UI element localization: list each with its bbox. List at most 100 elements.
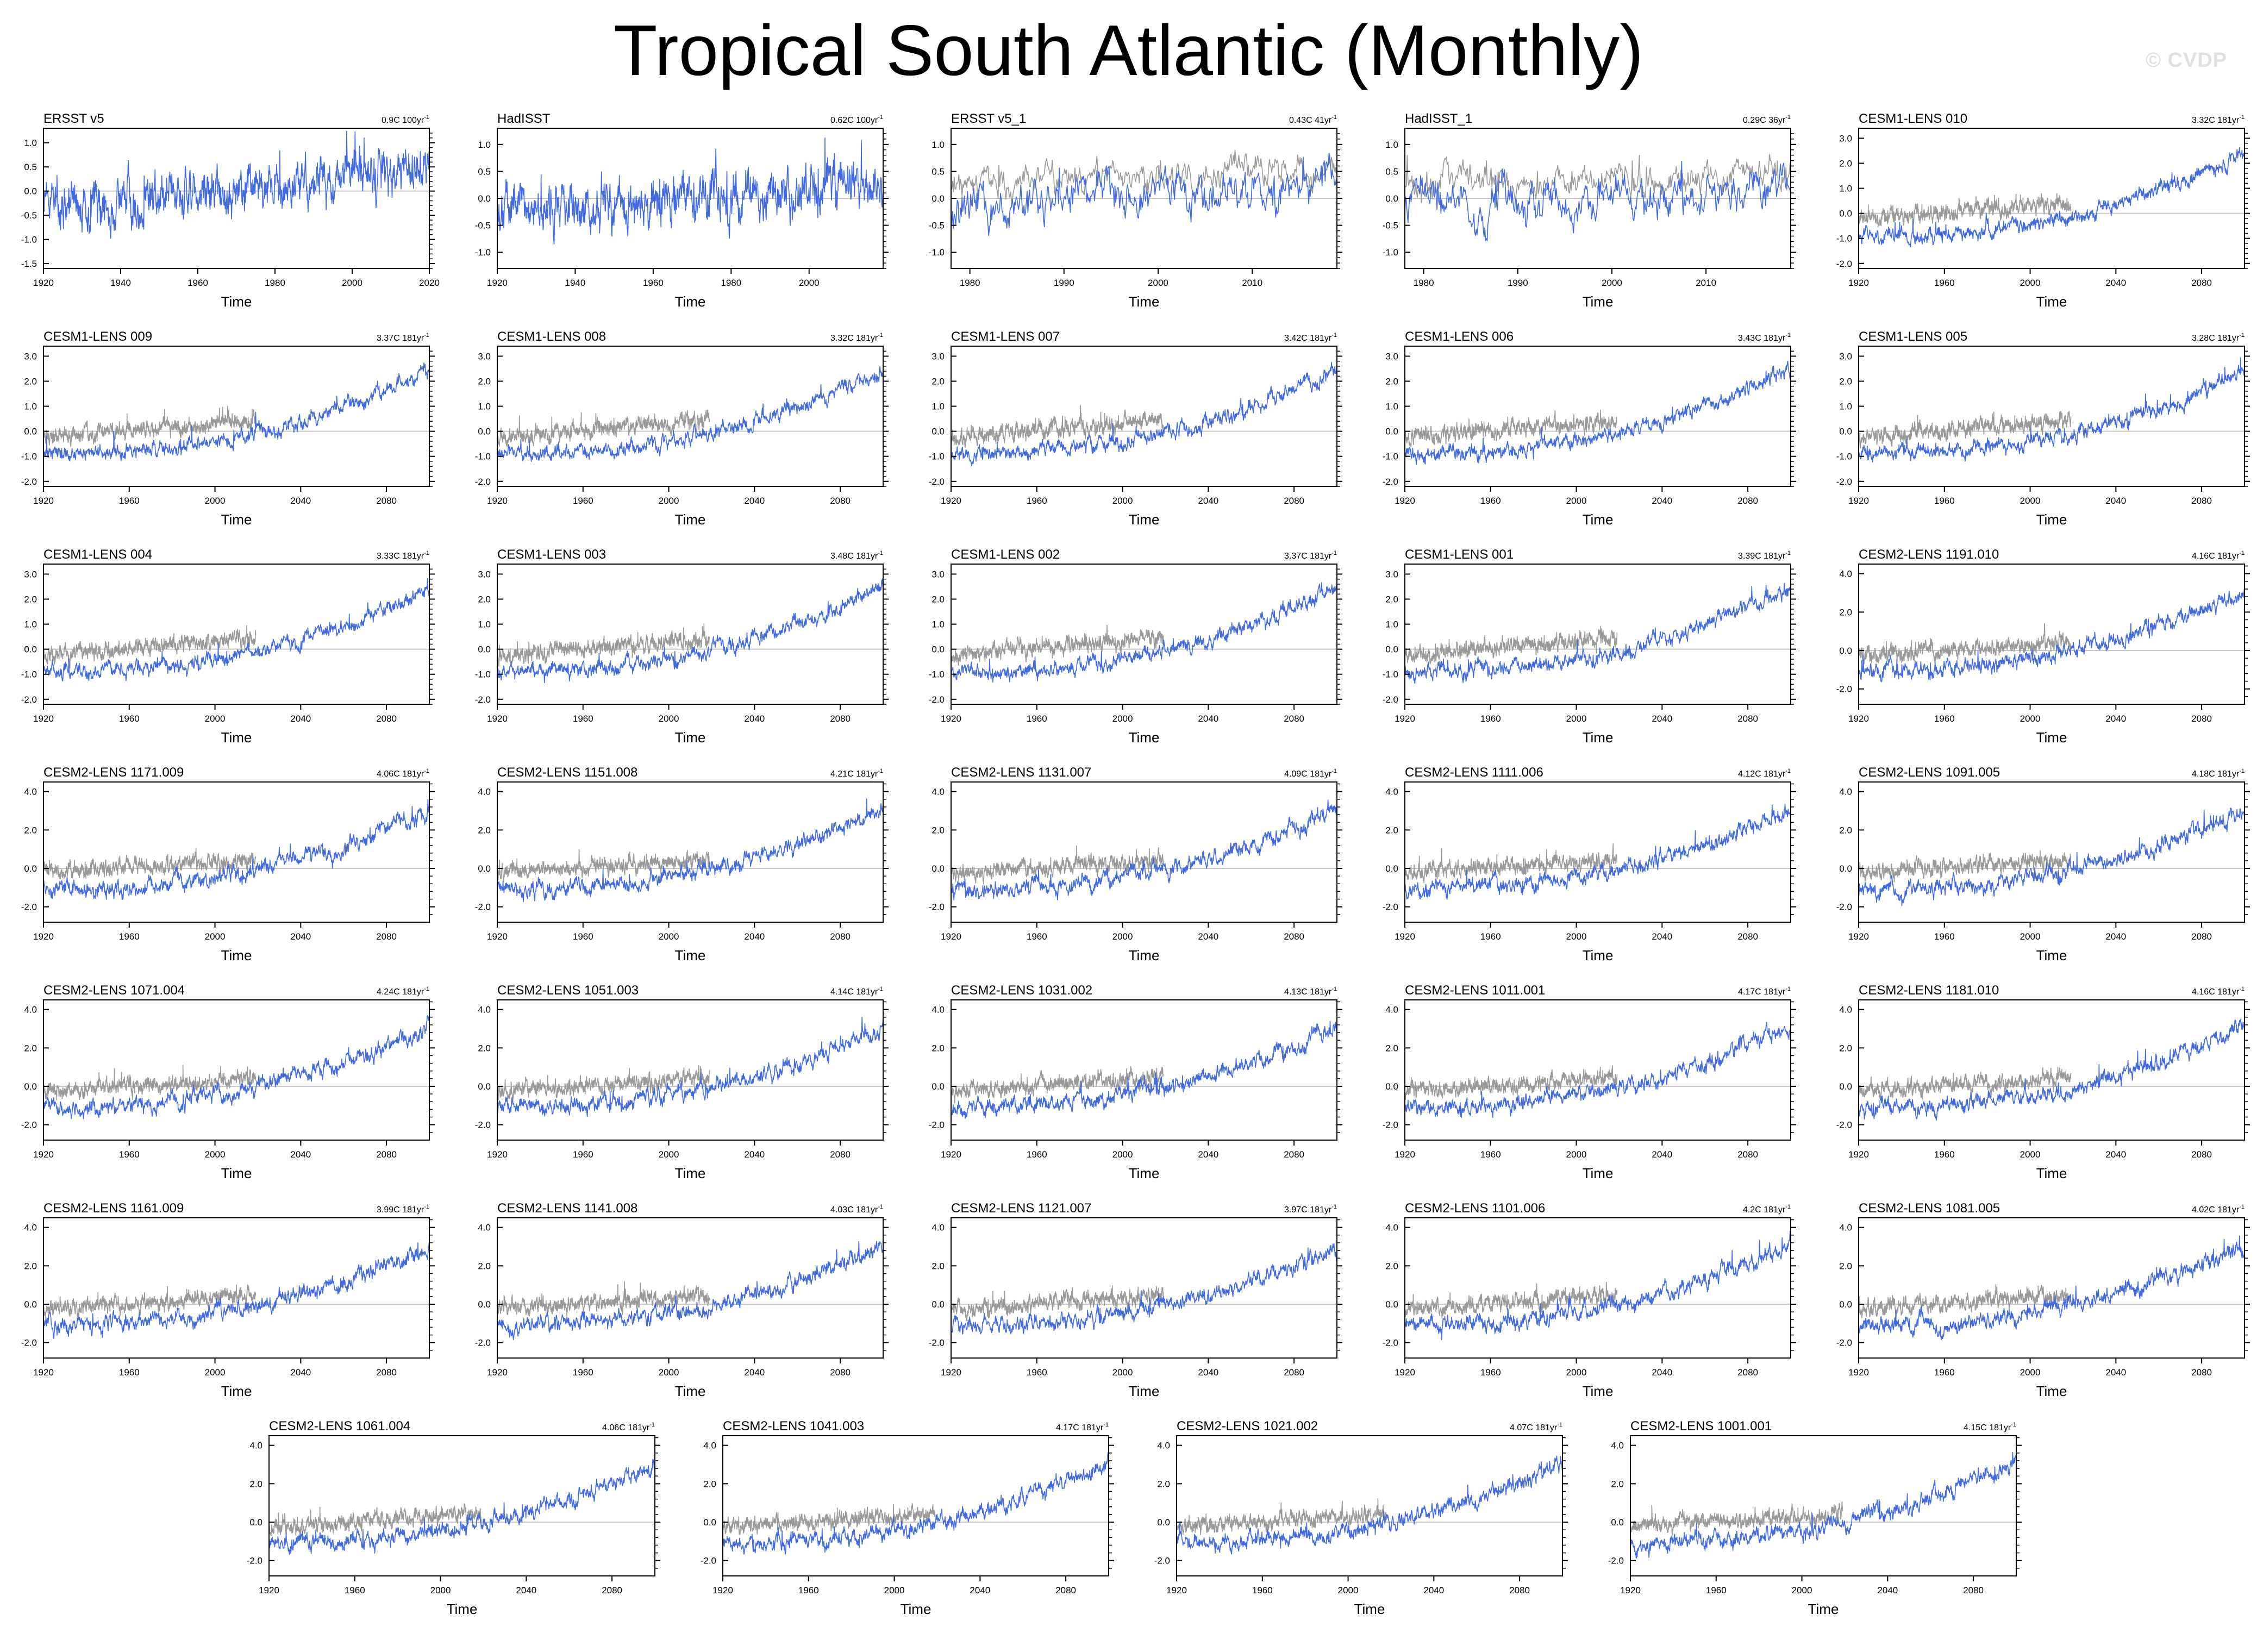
plot-frame bbox=[951, 564, 1337, 705]
y-tick-label: -2.0 bbox=[1383, 1338, 1398, 1348]
y-tick-label: 2.0 bbox=[931, 825, 945, 835]
y-tick-label: 4.0 bbox=[249, 1441, 262, 1451]
model-series-line bbox=[1404, 360, 1791, 466]
x-tick-label: 1960 bbox=[1027, 1367, 1047, 1378]
trend-label: 4.07C 181yr-1 bbox=[1510, 1422, 1562, 1432]
y-tick-label: 0.0 bbox=[931, 1081, 945, 1092]
obs-series-line bbox=[1858, 850, 2072, 883]
y-tick-label: -2.0 bbox=[475, 902, 491, 912]
x-axis-label: Time bbox=[2036, 1165, 2067, 1181]
x-tick-label: 1920 bbox=[1848, 1367, 1869, 1378]
panel-title: CESM2-LENS 1001.001 bbox=[1630, 1419, 1772, 1434]
chart-panel: CESM2-LENS 1191.010 4.16C 181yr-1 -2.0 0.0 2… bbox=[1836, 547, 2250, 746]
y-tick-label: 2.0 bbox=[1385, 595, 1398, 605]
y-tick-label: -1.0 bbox=[475, 247, 491, 258]
model-series-line bbox=[43, 1015, 430, 1119]
plot-frame bbox=[43, 346, 430, 487]
y-tick-label: -1.0 bbox=[21, 235, 37, 245]
y-tick-label: -2.0 bbox=[21, 1338, 37, 1348]
x-tick-label: 2080 bbox=[830, 1367, 851, 1378]
y-tick-label: 2.0 bbox=[1839, 159, 1852, 169]
y-tick-label: -0.5 bbox=[21, 210, 37, 221]
chart-panel: CESM2-LENS 1161.009 3.99C 181yr-1 -2.0 0.0 2… bbox=[21, 1201, 435, 1399]
x-tick-label: 1960 bbox=[1934, 1367, 1955, 1378]
x-tick-label: 2040 bbox=[744, 931, 765, 942]
x-tick-label: 2040 bbox=[1423, 1585, 1444, 1595]
obs-series-line bbox=[1404, 625, 1618, 665]
y-tick-label: 0.0 bbox=[931, 193, 945, 204]
chart-panel: CESM2-LENS 1051.003 4.14C 181yr-1 -2.0 0.0 2… bbox=[475, 983, 889, 1181]
x-tick-label: 2000 bbox=[2020, 496, 2041, 506]
x-tick-label: 2000 bbox=[2020, 1367, 2041, 1378]
panel-title: CESM2-LENS 1071.004 bbox=[43, 983, 185, 998]
x-tick-label: 2080 bbox=[1737, 496, 1758, 506]
x-tick-label: 1960 bbox=[1480, 1149, 1501, 1160]
y-tick-label: -2.0 bbox=[21, 477, 37, 487]
y-tick-label: -2.0 bbox=[1836, 477, 1852, 487]
x-tick-label: 2040 bbox=[2105, 1149, 2126, 1160]
y-tick-label: 0.0 bbox=[931, 863, 945, 874]
y-tick-label: 2.0 bbox=[478, 1043, 491, 1053]
x-axis-label: Time bbox=[1129, 1383, 1160, 1399]
obs-series-line bbox=[951, 405, 1164, 448]
x-tick-label: 2040 bbox=[1198, 1149, 1218, 1160]
y-tick-label: 0.5 bbox=[478, 166, 491, 177]
panel-title: CESM1-LENS 008 bbox=[497, 329, 606, 344]
x-tick-label: 2040 bbox=[970, 1585, 990, 1595]
y-tick-label: 2.0 bbox=[24, 825, 37, 835]
x-tick-label: 1990 bbox=[1054, 278, 1074, 288]
x-tick-label: 2080 bbox=[1284, 1367, 1304, 1378]
plot-frame bbox=[497, 564, 884, 705]
y-tick-label: 0.0 bbox=[478, 427, 491, 437]
y-tick-label: 4.0 bbox=[478, 1223, 491, 1233]
x-axis-label: Time bbox=[2036, 293, 2067, 310]
x-axis-label: Time bbox=[675, 729, 706, 746]
x-tick-label: 1920 bbox=[1848, 496, 1869, 506]
x-tick-label: 1920 bbox=[1848, 1149, 1869, 1160]
chart-panel: ERSST v5 0.9C 100yr-1 -1.5 -1.0 -0.5 0.0 0.5 1.… bbox=[21, 111, 440, 310]
x-tick-label: 2010 bbox=[1242, 278, 1262, 288]
trend-label: 4.17C 181yr-1 bbox=[1056, 1422, 1109, 1432]
y-tick-label: 0.0 bbox=[24, 186, 37, 197]
x-tick-label: 2040 bbox=[2105, 278, 2126, 288]
x-tick-label: 2080 bbox=[376, 1367, 397, 1378]
panel-title: CESM1-LENS 002 bbox=[951, 547, 1060, 562]
y-tick-label: 0.0 bbox=[931, 427, 945, 437]
chart-panel: CESM2-LENS 1081.005 4.02C 181yr-1 -2.0 0.0 2… bbox=[1836, 1201, 2250, 1399]
y-tick-label: 4.0 bbox=[478, 1005, 491, 1015]
x-tick-label: 1920 bbox=[1395, 931, 1415, 942]
obs-series-line bbox=[43, 405, 257, 447]
chart-panel: CESM2-LENS 1141.008 4.03C 181yr-1 -2.0 0.0 2… bbox=[475, 1201, 889, 1399]
panel-title: CESM2-LENS 1171.009 bbox=[43, 765, 184, 780]
x-tick-label: 1920 bbox=[33, 496, 54, 506]
x-tick-label: 2080 bbox=[376, 714, 397, 724]
x-tick-label: 2000 bbox=[1112, 1149, 1133, 1160]
chart-panel: CESM2-LENS 1101.006 4.2C 181yr-1 -2.0 0.0 2.… bbox=[1383, 1201, 1796, 1399]
x-tick-label: 1980 bbox=[960, 278, 980, 288]
x-tick-label: 1960 bbox=[573, 714, 593, 724]
y-tick-label: 1.0 bbox=[1385, 402, 1398, 412]
x-axis-label: Time bbox=[901, 1601, 931, 1617]
y-tick-label: 4.0 bbox=[24, 787, 37, 797]
y-tick-label: 2.0 bbox=[1385, 825, 1398, 835]
panel-title: CESM2-LENS 1041.003 bbox=[723, 1419, 864, 1434]
model-series-line bbox=[1858, 1235, 2245, 1340]
y-tick-label: 2.0 bbox=[249, 1479, 262, 1489]
obs-series-line bbox=[497, 1281, 710, 1317]
x-tick-label: 1960 bbox=[1252, 1585, 1273, 1595]
obs-series-line bbox=[1404, 1065, 1618, 1100]
y-tick-label: 1.0 bbox=[1839, 184, 1852, 194]
y-tick-label: 0.0 bbox=[1385, 1081, 1398, 1092]
panel-title: CESM2-LENS 1091.005 bbox=[1859, 765, 2000, 780]
x-tick-label: 2080 bbox=[830, 714, 851, 724]
plot-frame bbox=[268, 1435, 655, 1576]
x-tick-label: 2000 bbox=[2020, 278, 2041, 288]
y-tick-label: 2.0 bbox=[1385, 1043, 1398, 1053]
x-tick-label: 1960 bbox=[1480, 1367, 1501, 1378]
x-tick-label: 2000 bbox=[1148, 278, 1168, 288]
panel-title: CESM1-LENS 004 bbox=[43, 547, 152, 562]
x-tick-label: 2010 bbox=[1696, 278, 1716, 288]
panel-title: CESM2-LENS 1011.001 bbox=[1405, 983, 1545, 998]
x-axis-label: Time bbox=[221, 293, 252, 310]
x-tick-label: 2000 bbox=[799, 278, 820, 288]
